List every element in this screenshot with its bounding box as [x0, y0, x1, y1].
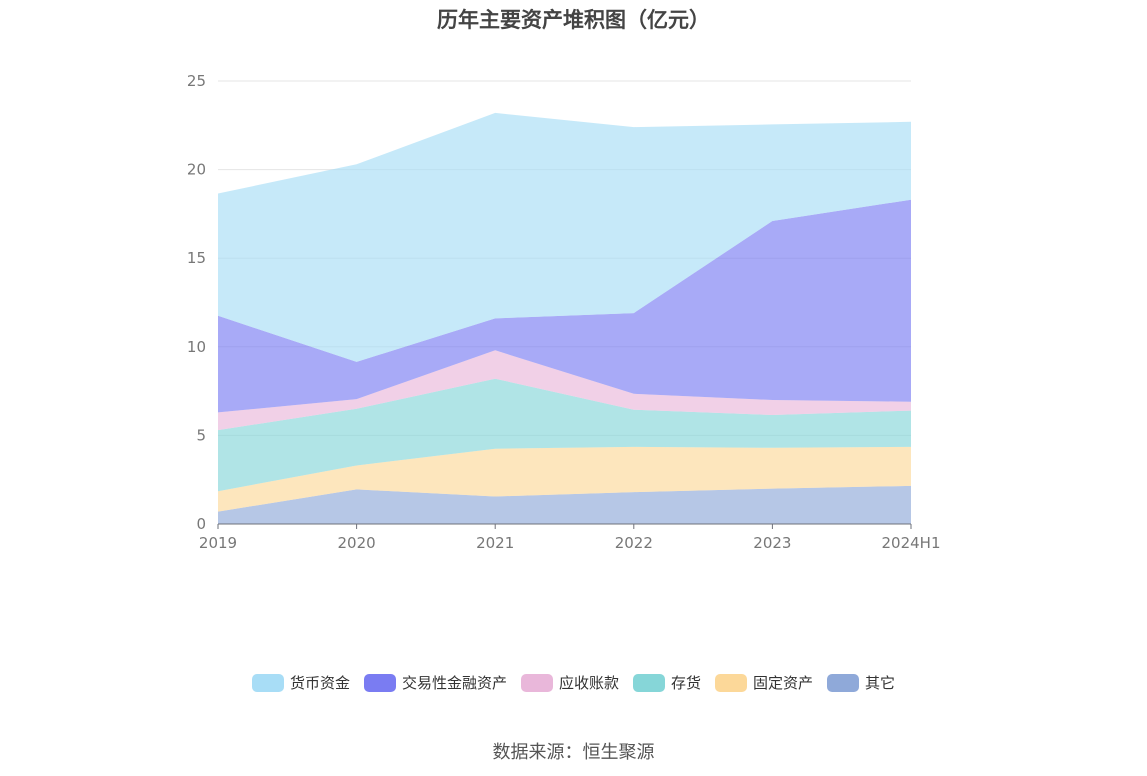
- legend-label-trading-assets: 交易性金融资产: [401, 674, 507, 692]
- chart-legend: 货币资金 交易性金融资产 应收账款 存货 固定资产 其它: [0, 672, 1147, 693]
- legend-item-inventory[interactable]: 存货: [633, 672, 701, 693]
- x-tick-label-2019: 2019: [199, 534, 237, 552]
- y-tick-label-0: 0: [196, 515, 206, 533]
- legend-item-trading-assets[interactable]: 交易性金融资产: [363, 672, 507, 693]
- area-series-5: [218, 112, 911, 362]
- legend-swatch-receivables: [520, 673, 553, 692]
- area-series-3: [218, 350, 911, 431]
- area-series-2: [218, 378, 911, 492]
- y-tick-label-25: 25: [187, 72, 206, 90]
- legend-item-receivables[interactable]: 应收账款: [520, 672, 619, 693]
- legend-item-fixed-assets[interactable]: 固定资产: [715, 672, 813, 693]
- legend-swatch-fixed-assets: [715, 673, 748, 692]
- x-tick-label-2021: 2021: [476, 534, 514, 552]
- area-series-4: [218, 199, 911, 413]
- legend-item-other[interactable]: 其它: [827, 672, 895, 693]
- x-tick-label-2022: 2022: [615, 534, 653, 552]
- legend-label-fixed-assets: 固定资产: [753, 674, 814, 692]
- legend-swatch-trading-assets: [363, 673, 396, 692]
- area-series-0: [218, 485, 911, 524]
- legend-label-receivables: 应收账款: [558, 674, 619, 692]
- chart-title: 历年主要资产堆积图（亿元）: [437, 8, 710, 32]
- x-tick-label-2020: 2020: [338, 534, 376, 552]
- legend-label-inventory: 存货: [671, 674, 702, 692]
- y-tick-label-5: 5: [196, 426, 206, 444]
- legend-swatch-other: [827, 673, 860, 692]
- legend-swatch-inventory: [633, 673, 665, 692]
- y-tick-label-20: 20: [187, 161, 206, 179]
- y-tick-label-15: 15: [187, 249, 206, 267]
- y-tick-label-10: 10: [187, 338, 206, 356]
- area-series-1: [218, 446, 911, 512]
- legend-item-cash[interactable]: 货币资金: [251, 672, 350, 693]
- legend-swatch-cash: [251, 673, 284, 692]
- legend-label-cash: 货币资金: [289, 674, 350, 692]
- x-tick-label-2024H1: 2024H1: [882, 534, 941, 552]
- data-source-note: 数据来源：恒生聚源: [492, 742, 655, 763]
- legend-label-other: 其它: [865, 674, 896, 692]
- x-tick-label-2023: 2023: [753, 534, 791, 552]
